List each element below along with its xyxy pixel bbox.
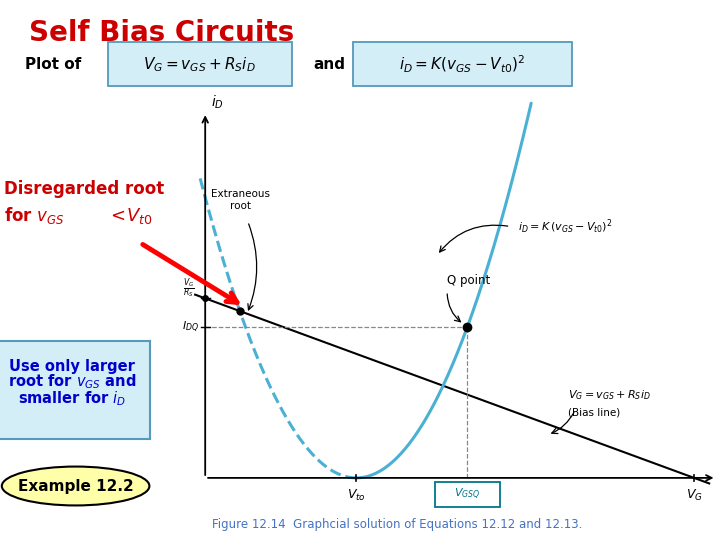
Text: Example 12.2: Example 12.2: [18, 478, 133, 494]
Text: Extraneous
root: Extraneous root: [211, 189, 270, 211]
Text: $i_D = K\,(v_{GS} - V_{t0})^2$: $i_D = K\,(v_{GS} - V_{t0})^2$: [518, 218, 612, 235]
Text: $V_G = v_{GS} + R_S i_D$: $V_G = v_{GS} + R_S i_D$: [143, 55, 256, 73]
Ellipse shape: [1, 467, 150, 505]
Text: smaller for $i_D$: smaller for $i_D$: [18, 389, 126, 408]
Text: root for $v_{GS}$ and: root for $v_{GS}$ and: [8, 373, 136, 391]
Text: $<\!V_{t0}$: $<\!V_{t0}$: [107, 206, 152, 226]
Text: $V_G = v_{GS} + R_S i_D$: $V_G = v_{GS} + R_S i_D$: [568, 388, 651, 402]
Text: Use only larger: Use only larger: [9, 359, 135, 374]
Text: $i_D$: $i_D$: [211, 93, 224, 111]
Text: $V_{GSQ}$: $V_{GSQ}$: [454, 487, 480, 502]
Text: for $v_{GS}$: for $v_{GS}$: [4, 206, 64, 226]
Text: and: and: [313, 57, 345, 72]
Text: $I_{DQ}$: $I_{DQ}$: [182, 320, 199, 335]
Text: Plot of: Plot of: [25, 57, 81, 72]
Text: Figure 12.14  Graphcial solution of Equations 12.12 and 12.13.: Figure 12.14 Graphcial solution of Equat…: [212, 518, 582, 531]
Text: $V_{to}$: $V_{to}$: [347, 488, 366, 503]
Text: Disregarded root: Disregarded root: [4, 180, 164, 198]
FancyBboxPatch shape: [435, 482, 500, 507]
Text: $\frac{V_G}{R_S}$: $\frac{V_G}{R_S}$: [183, 275, 194, 300]
Text: (Bias line): (Bias line): [568, 407, 621, 417]
FancyBboxPatch shape: [108, 42, 292, 86]
FancyBboxPatch shape: [0, 341, 150, 439]
FancyBboxPatch shape: [353, 42, 572, 86]
Text: Self Bias Circuits: Self Bias Circuits: [29, 19, 294, 47]
Text: Q point: Q point: [447, 274, 490, 287]
Text: $i_D = K\left(v_{GS} - V_{t0}\right)^2$: $i_D = K\left(v_{GS} - V_{t0}\right)^2$: [400, 53, 526, 75]
Text: $V_G$: $V_G$: [685, 488, 703, 503]
